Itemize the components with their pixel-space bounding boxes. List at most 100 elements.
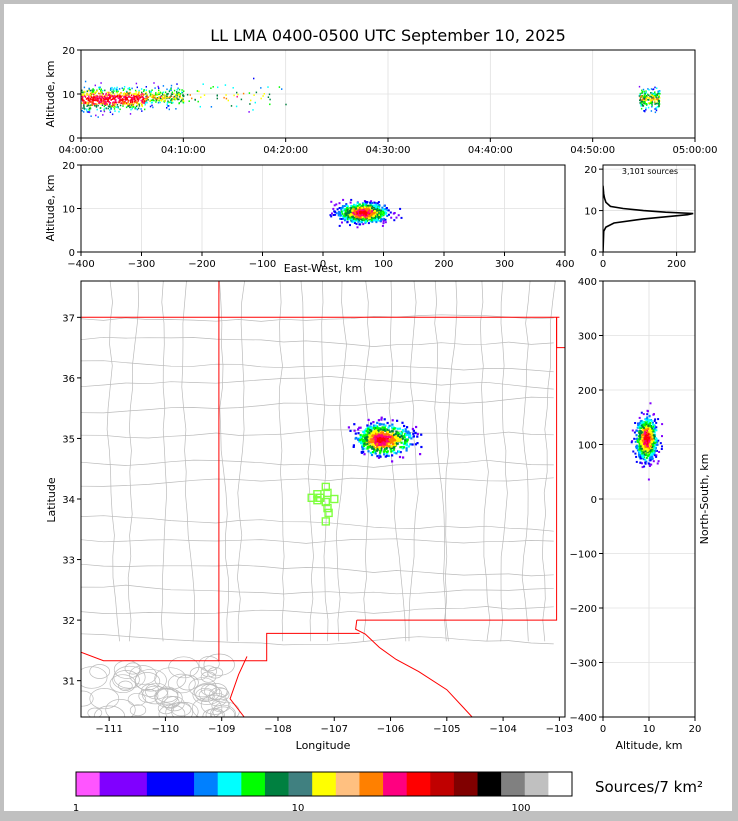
map-source — [382, 441, 385, 444]
eastwest-altitude-source — [379, 219, 382, 222]
time-altitude-source — [176, 92, 178, 95]
time-altitude-source — [148, 90, 151, 92]
altitude-northsouth-source — [644, 417, 647, 420]
eastwest-altitude-source — [352, 211, 355, 214]
map-source — [388, 442, 391, 445]
time-altitude-source — [112, 105, 115, 108]
altitude-northsouth-source — [641, 452, 644, 455]
colorbar-cell — [524, 772, 549, 796]
eastwest-altitude-source — [357, 208, 360, 211]
time-altitude-source — [113, 98, 115, 100]
time-altitude-source — [100, 90, 102, 92]
time-altitude-source — [104, 100, 106, 102]
time-altitude-source — [92, 101, 94, 103]
altitude-northsouth-source — [648, 422, 651, 425]
map-source — [420, 445, 423, 449]
map-source — [366, 424, 369, 427]
eastwest-altitude-source — [359, 211, 362, 214]
eastwest-altitude-source — [371, 207, 373, 210]
time-altitude-source — [225, 97, 228, 100]
time-altitude-source — [152, 96, 154, 98]
altitude-northsouth-source — [637, 425, 640, 428]
time-altitude-source — [641, 89, 643, 92]
time-altitude-source — [119, 108, 121, 111]
time-altitude-source — [95, 106, 98, 108]
time-altitude-source — [98, 92, 100, 95]
eastwest-altitude-source — [353, 203, 355, 206]
altitude-northsouth-source — [646, 438, 649, 441]
time-altitude-source — [173, 92, 175, 95]
altitude-northsouth-source — [654, 418, 657, 421]
time-altitude-source — [135, 105, 138, 108]
map-source — [370, 422, 373, 425]
map-source — [409, 443, 412, 446]
time-altitude-source — [81, 99, 84, 101]
map-source — [392, 436, 395, 439]
time-altitude-source — [174, 95, 176, 98]
time-altitude-source — [170, 89, 172, 91]
time-altitude-source — [92, 99, 95, 101]
time-altitude-source — [653, 97, 655, 100]
map-source — [412, 429, 415, 432]
time-altitude-source — [152, 99, 154, 101]
eastwest-altitude-source — [375, 208, 378, 211]
time-altitude-source — [137, 93, 140, 96]
altitude-northsouth-source — [643, 443, 645, 445]
eastwest-altitude-source — [367, 215, 370, 217]
time-altitude-source — [109, 104, 111, 106]
colorbar-cell — [99, 772, 124, 796]
eastwest-altitude-source — [397, 214, 400, 217]
time-altitude-source — [108, 97, 110, 100]
altitude-northsouth-source — [643, 421, 646, 424]
time-altitude-source — [149, 93, 152, 96]
time-altitude-source — [82, 97, 84, 99]
map-source — [371, 434, 374, 437]
map-source — [419, 453, 422, 456]
eastwest-altitude-x-tick-label: −100 — [249, 259, 276, 270]
time-altitude-source — [144, 103, 146, 106]
map-source — [404, 442, 407, 445]
time-altitude-source — [656, 106, 659, 108]
altitude-northsouth-source — [645, 434, 648, 437]
map-source — [414, 443, 417, 446]
altitude-northsouth-source — [656, 462, 659, 465]
map-source — [384, 428, 387, 431]
eastwest-altitude-source — [370, 213, 373, 216]
eastwest-altitude-source — [385, 207, 388, 209]
altitude-northsouth-x-tick-label: 20 — [689, 724, 702, 735]
time-altitude-source — [654, 86, 656, 89]
altitude-northsouth-source — [647, 478, 650, 481]
time-altitude-source — [99, 107, 102, 109]
time-altitude-source — [99, 86, 101, 89]
county-line — [87, 707, 103, 717]
time-altitude-source — [659, 93, 661, 95]
eastwest-altitude-source — [353, 222, 356, 224]
time-altitude-source — [107, 99, 110, 101]
time-altitude-source — [105, 107, 107, 110]
time-altitude-source — [170, 84, 173, 87]
eastwest-altitude-x-tick-label: 100 — [374, 259, 393, 270]
time-altitude-source — [92, 88, 94, 90]
altitude-northsouth-source — [639, 461, 642, 464]
altitude-northsouth-source — [661, 423, 664, 426]
altitude-northsouth-source — [643, 447, 646, 450]
plan-view-map-panel: −111 −110 −109 −108 −107 −106 −105 −104 −1033132… — [45, 280, 573, 752]
time-altitude-source — [658, 105, 660, 108]
time-altitude-source — [651, 92, 653, 94]
map-source — [383, 447, 387, 450]
map-source — [375, 425, 379, 428]
state-border — [81, 632, 360, 662]
eastwest-altitude-source — [340, 210, 343, 213]
altitude-northsouth-source — [651, 455, 654, 458]
map-source — [360, 438, 363, 441]
map-x-tick-label: −106 — [377, 724, 404, 735]
time-altitude-source — [167, 92, 169, 95]
time-altitude-source — [92, 89, 94, 91]
time-altitude-source — [141, 99, 144, 101]
eastwest-altitude-source — [346, 209, 349, 211]
eastwest-altitude-source — [383, 213, 386, 216]
time-altitude-source — [657, 96, 659, 99]
county-line — [191, 697, 223, 717]
time-altitude-source — [83, 93, 85, 95]
